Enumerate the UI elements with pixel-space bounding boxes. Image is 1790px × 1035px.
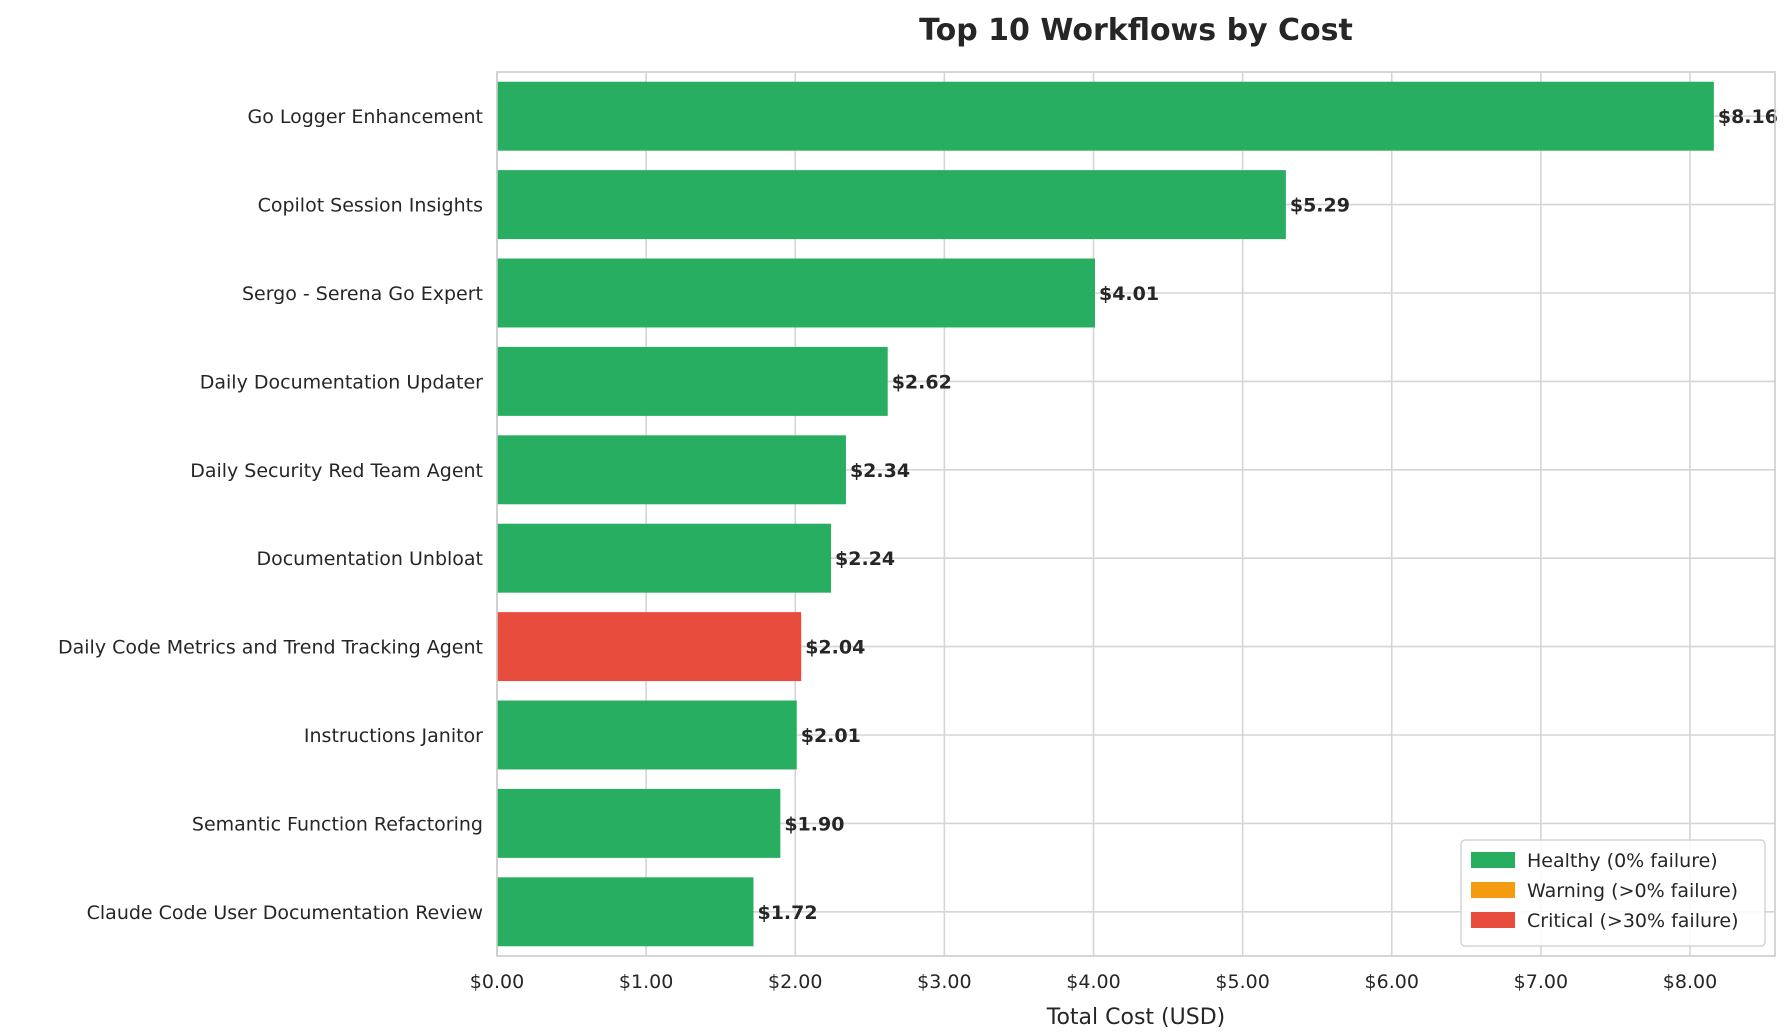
bar xyxy=(497,81,1714,151)
bar xyxy=(497,435,846,505)
legend-swatch xyxy=(1471,882,1515,898)
bar-value-label: $1.90 xyxy=(784,813,844,835)
category-label: Instructions Janitor xyxy=(304,725,483,747)
category-label: Daily Documentation Updater xyxy=(200,371,483,393)
legend-swatch xyxy=(1471,852,1515,868)
x-tick-labels: $0.00 $1.00 $2.00 $3.00 $4.00 $5.00 $6.00 $7.00… xyxy=(470,971,1717,993)
x-tick-label: $6.00 xyxy=(1365,971,1419,993)
x-axis-label: Total Cost (USD) xyxy=(1046,1005,1225,1030)
legend-entry-label: Healthy (0% failure) xyxy=(1527,850,1718,872)
bar xyxy=(497,877,754,947)
x-tick-label: $8.00 xyxy=(1663,971,1717,993)
bar xyxy=(497,788,781,858)
bar xyxy=(497,170,1286,240)
bar xyxy=(497,346,888,416)
category-label: Sergo - Serena Go Expert xyxy=(242,283,483,305)
x-tick-label: $1.00 xyxy=(619,971,673,993)
x-tick-label: $7.00 xyxy=(1514,971,1568,993)
bar-value-label: $2.24 xyxy=(835,548,895,570)
bar-value-label: $2.04 xyxy=(805,637,865,659)
plot-frame xyxy=(496,71,1776,957)
legend-box xyxy=(1460,839,1766,947)
category-labels: Go Logger Enhancement Copilot Session Ins… xyxy=(58,106,483,924)
bar xyxy=(497,700,797,770)
x-tick-label: $2.00 xyxy=(768,971,822,993)
legend-entry-label: Warning (>0% failure) xyxy=(1527,880,1738,902)
bar xyxy=(497,612,802,682)
legend: Healthy (0% failure) Warning (>0% failure… xyxy=(1460,839,1766,947)
category-label: Copilot Session Insights xyxy=(258,195,483,217)
category-label: Daily Code Metrics and Trend Tracking Ag… xyxy=(58,637,483,659)
bar-value-label: $1.72 xyxy=(757,902,817,924)
bars xyxy=(497,81,1714,947)
category-label: Claude Code User Documentation Review xyxy=(87,902,483,924)
category-label: Semantic Function Refactoring xyxy=(192,813,483,835)
category-label: Daily Security Red Team Agent xyxy=(190,460,483,482)
legend-entry-label: Critical (>30% failure) xyxy=(1527,910,1739,932)
legend-swatch xyxy=(1471,912,1515,928)
category-label: Documentation Unbloat xyxy=(256,548,483,570)
bar-value-label: $2.62 xyxy=(892,371,952,393)
bar-value-label: $2.34 xyxy=(850,460,910,482)
x-tick-label: $4.00 xyxy=(1066,971,1120,993)
bar xyxy=(497,523,832,593)
value-labels: $8.16 $5.29 $4.01 $2.62 $2.34 $2.24 $2.04 $2.01… xyxy=(757,106,1777,924)
x-tick-label: $0.00 xyxy=(470,971,524,993)
chart-title: Top 10 Workflows by Cost xyxy=(919,13,1353,48)
bar-value-label: $2.01 xyxy=(801,725,861,747)
bar-value-label: $8.16 xyxy=(1718,106,1778,128)
bar-value-label: $5.29 xyxy=(1290,195,1350,217)
bar xyxy=(497,258,1095,328)
category-label: Go Logger Enhancement xyxy=(247,106,483,128)
bar-value-label: $4.01 xyxy=(1099,283,1159,305)
x-tick-label: $5.00 xyxy=(1215,971,1269,993)
x-tick-label: $3.00 xyxy=(917,971,971,993)
